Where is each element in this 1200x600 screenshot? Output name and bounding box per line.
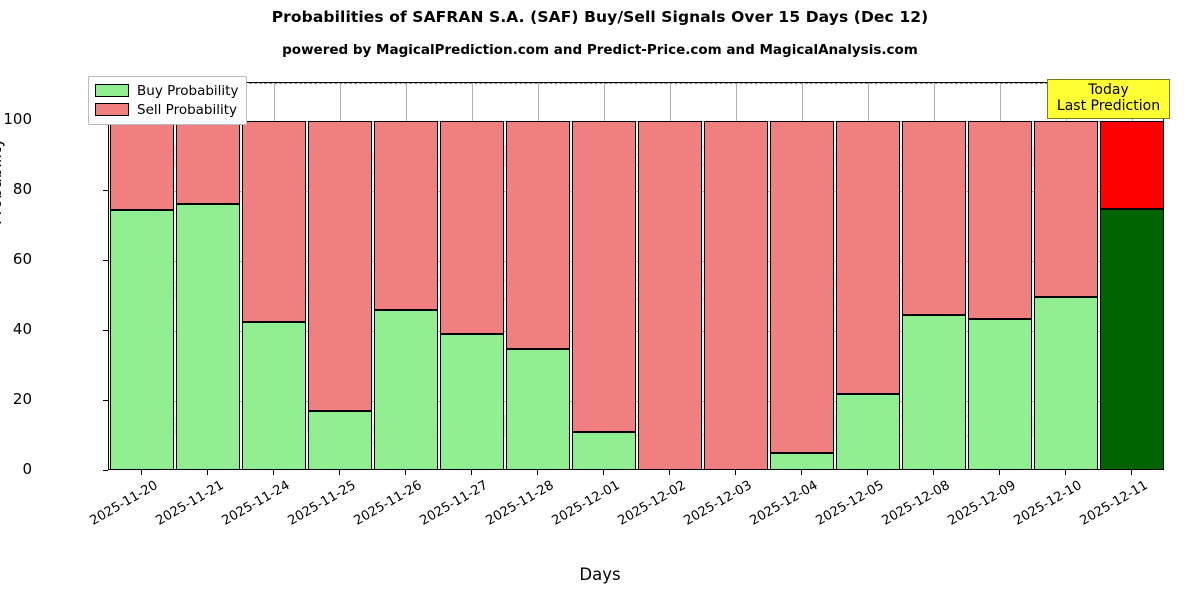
bar-group (704, 83, 768, 469)
bar-segment-buy (506, 349, 570, 469)
y-tick-mark (103, 400, 108, 402)
bar-group (308, 83, 372, 469)
bar-segment-sell (440, 121, 504, 334)
bar-group (968, 83, 1032, 469)
bar-segment-sell (770, 121, 834, 454)
x-tick-mark (339, 470, 340, 475)
today-annotation: Today Last Prediction (1047, 79, 1170, 120)
legend-swatch-sell (95, 103, 129, 116)
x-tick-mark (141, 470, 142, 475)
legend-item-buy: Buy Probability (95, 81, 238, 100)
x-tick-mark (537, 470, 538, 475)
x-tick-mark (603, 470, 604, 475)
bar-segment-buy (1034, 296, 1098, 469)
bar-segment-buy (770, 453, 834, 469)
bar-group (110, 83, 174, 469)
bar-group (572, 83, 636, 469)
legend-label-buy: Buy Probability (137, 82, 239, 99)
bar-segment-sell (176, 121, 240, 204)
y-tick-mark (103, 260, 108, 262)
bar-group (638, 83, 702, 469)
bar-segment-sell (1100, 121, 1163, 209)
y-tick-label: 20 (12, 390, 32, 409)
x-tick-mark (735, 470, 736, 475)
x-axis-label: Days (579, 565, 621, 584)
today-annotation-line2: Last Prediction (1056, 97, 1161, 114)
bar-segment-buy (836, 393, 900, 469)
plot-clip: MagicalAnalysis.comMagicalPrediction.com… (109, 83, 1163, 469)
bar-segment-sell (836, 121, 900, 394)
bar-segment-buy (110, 209, 174, 469)
x-tick-mark (999, 470, 1000, 475)
bar-segment-buy (902, 315, 966, 469)
bar-segment-sell (704, 121, 768, 469)
bar-segment-buy (308, 410, 372, 469)
bar-segment-buy (968, 318, 1032, 469)
x-tick-mark (471, 470, 472, 475)
bar-group (242, 83, 306, 469)
bar-group (374, 83, 438, 469)
x-tick-mark (867, 470, 868, 475)
bar-segment-sell (506, 121, 570, 350)
x-tick-mark (801, 470, 802, 475)
bar-segment-sell (242, 121, 306, 323)
bar-segment-buy (440, 333, 504, 469)
y-tick-mark (103, 190, 108, 192)
gridline-horizontal (109, 191, 1163, 193)
bar-segment-buy (374, 309, 438, 469)
today-annotation-line1: Today (1088, 82, 1129, 98)
x-tick-mark (207, 470, 208, 475)
x-tick-mark (1131, 470, 1132, 475)
y-tick-label: 40 (12, 320, 32, 339)
bar-segment-sell (968, 121, 1032, 319)
bar-group (176, 83, 240, 469)
bar-group (1034, 83, 1098, 469)
x-tick-mark (273, 470, 274, 475)
bar-segment-sell (638, 121, 702, 469)
bar-group (836, 83, 900, 469)
x-tick-mark (405, 470, 406, 475)
bar-segment-buy (242, 322, 306, 469)
chart-subtitle: powered by MagicalPrediction.com and Pre… (282, 42, 918, 58)
gridline-horizontal (109, 121, 1163, 123)
bar-segment-sell (1034, 121, 1098, 297)
gridline-horizontal (109, 261, 1163, 263)
bar-segment-buy (176, 203, 240, 469)
chart-title: Probabilities of SAFRAN S.A. (SAF) Buy/S… (271, 8, 929, 26)
legend-item-sell: Sell Probability (95, 100, 238, 119)
y-tick-label: 100 (3, 110, 32, 129)
bar-segment-sell (902, 121, 966, 316)
gridline-horizontal (109, 401, 1163, 403)
x-tick-mark (1065, 470, 1066, 475)
bar-segment-sell (572, 121, 636, 432)
plot-area: MagicalAnalysis.comMagicalPrediction.com… (108, 82, 1164, 470)
reference-dashed-line (109, 83, 1163, 84)
x-tick-mark (669, 470, 670, 475)
bar-segment-sell (374, 121, 438, 310)
x-tick-mark (933, 470, 934, 475)
legend-label-sell: Sell Probability (137, 101, 238, 118)
bar-group (770, 83, 834, 469)
chart-legend: Buy Probability Sell Probability (88, 76, 248, 125)
bar-group (1100, 83, 1163, 469)
y-tick-label: 60 (12, 250, 32, 269)
y-tick-label: 0 (22, 460, 32, 478)
bar-group (902, 83, 966, 469)
bar-segment-sell (110, 121, 174, 210)
bar-group (506, 83, 570, 469)
bar-segment-buy (572, 431, 636, 469)
y-tick-mark (103, 470, 108, 471)
y-tick-mark (103, 330, 108, 332)
bar-segment-buy (1100, 208, 1163, 469)
legend-swatch-buy (95, 84, 129, 97)
gridline-horizontal (109, 331, 1163, 333)
bar-group (440, 83, 504, 469)
y-tick-label: 80 (12, 180, 32, 199)
y-axis-label: Probability (0, 137, 5, 225)
bar-segment-sell (308, 121, 372, 411)
